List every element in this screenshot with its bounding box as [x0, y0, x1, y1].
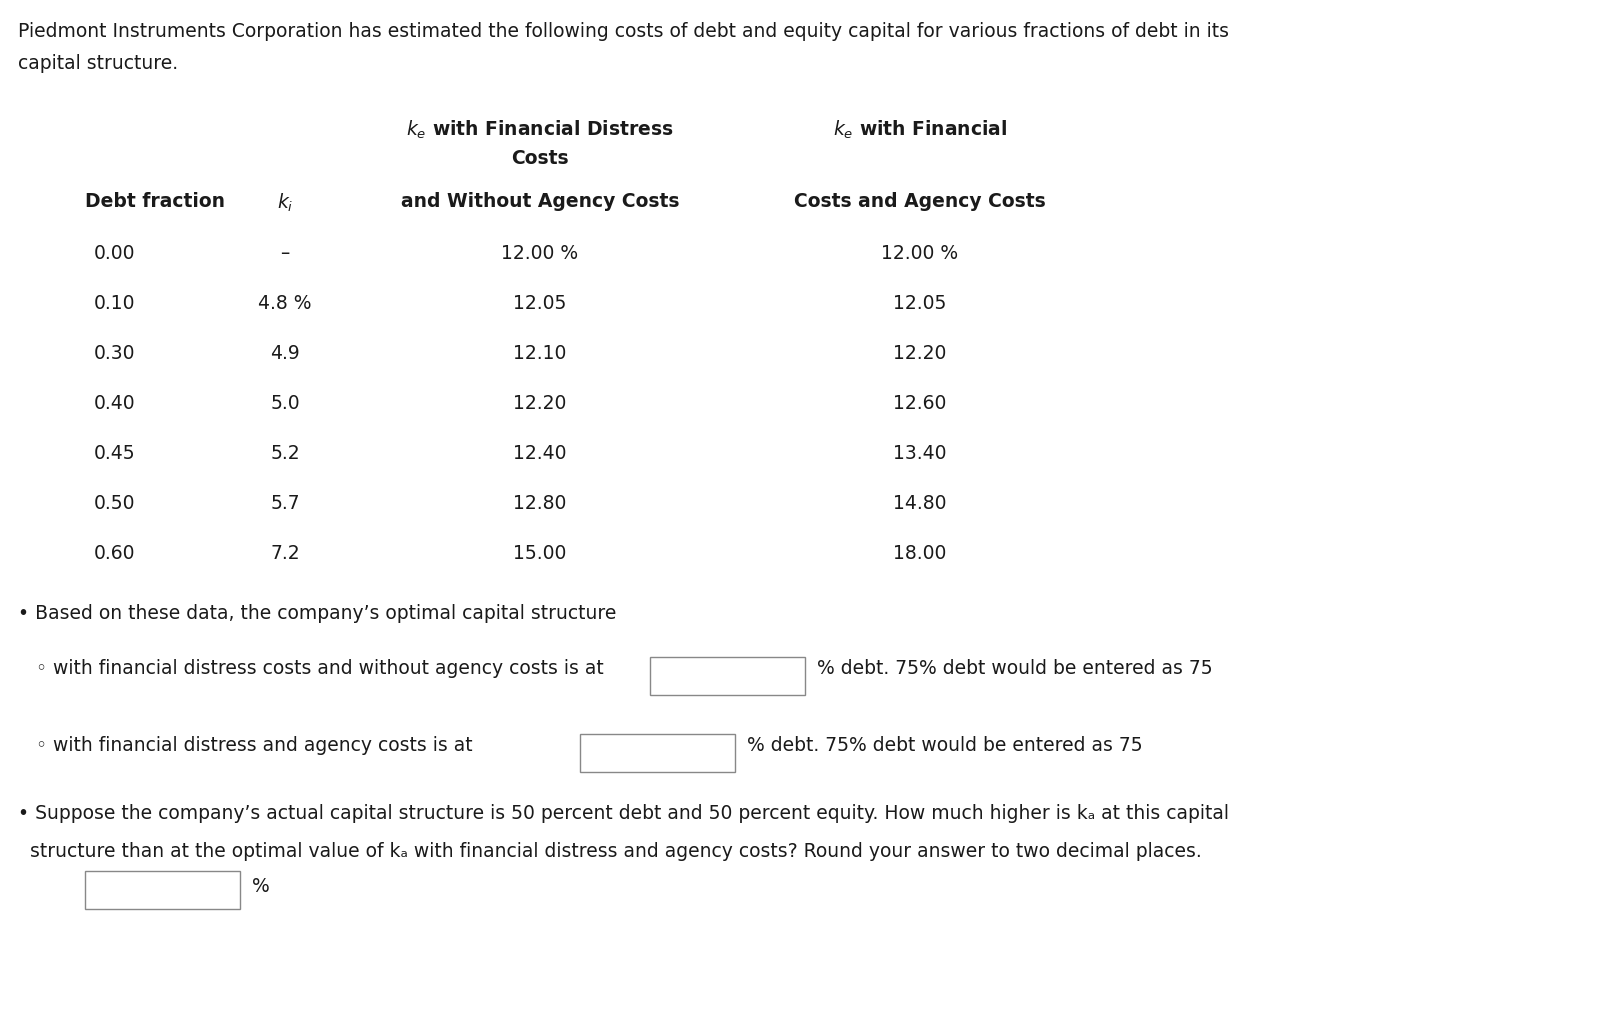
Text: 4.8 %: 4.8 % [259, 294, 312, 313]
Text: • Based on these data, the company’s optimal capital structure: • Based on these data, the company’s opt… [18, 604, 615, 623]
Text: 5.2: 5.2 [270, 444, 299, 463]
Text: $k_e$ with Financial: $k_e$ with Financial [832, 119, 1006, 141]
Text: 0.60: 0.60 [95, 544, 135, 563]
Text: % debt. 75% debt would be entered as 75: % debt. 75% debt would be entered as 75 [816, 659, 1212, 678]
Text: 18.00: 18.00 [893, 544, 947, 563]
Text: 0.40: 0.40 [95, 394, 135, 413]
Text: 12.20: 12.20 [513, 394, 566, 413]
Text: ◦ with financial distress costs and without agency costs is at: ◦ with financial distress costs and with… [18, 659, 603, 678]
Text: structure than at the optimal value of kₐ with financial distress and agency cos: structure than at the optimal value of k… [18, 842, 1200, 861]
Text: % debt. 75% debt would be entered as 75: % debt. 75% debt would be entered as 75 [747, 736, 1143, 755]
Text: 12.00 %: 12.00 % [501, 244, 579, 263]
Text: Debt fraction: Debt fraction [85, 192, 225, 211]
Text: 0.30: 0.30 [95, 344, 135, 363]
Text: 12.80: 12.80 [513, 494, 566, 513]
Text: 4.9: 4.9 [270, 344, 299, 363]
Text: ◦ with financial distress and agency costs is at: ◦ with financial distress and agency cos… [18, 736, 472, 755]
Text: 12.60: 12.60 [893, 394, 947, 413]
Text: • Suppose the company’s actual capital structure is 50 percent debt and 50 perce: • Suppose the company’s actual capital s… [18, 804, 1228, 823]
Text: 5.0: 5.0 [270, 394, 299, 413]
Text: 0.50: 0.50 [95, 494, 135, 513]
Text: capital structure.: capital structure. [18, 54, 178, 73]
Text: Costs and Agency Costs: Costs and Agency Costs [794, 192, 1045, 211]
FancyBboxPatch shape [85, 871, 239, 909]
FancyBboxPatch shape [649, 657, 805, 695]
Text: 0.00: 0.00 [95, 244, 135, 263]
Text: 14.80: 14.80 [893, 494, 947, 513]
Text: 0.10: 0.10 [95, 294, 135, 313]
Text: 7.2: 7.2 [270, 544, 299, 563]
FancyBboxPatch shape [580, 734, 734, 772]
Text: 13.40: 13.40 [893, 444, 947, 463]
Text: %: % [252, 877, 270, 896]
Text: 5.7: 5.7 [270, 494, 299, 513]
Text: Piedmont Instruments Corporation has estimated the following costs of debt and e: Piedmont Instruments Corporation has est… [18, 22, 1228, 41]
Text: 0.45: 0.45 [95, 444, 135, 463]
Text: 12.00 %: 12.00 % [881, 244, 958, 263]
Text: Costs: Costs [511, 149, 569, 168]
Text: –: – [280, 244, 289, 263]
Text: 12.40: 12.40 [513, 444, 566, 463]
Text: and Without Agency Costs: and Without Agency Costs [400, 192, 678, 211]
Text: $k_i$: $k_i$ [276, 192, 292, 214]
Text: 12.05: 12.05 [893, 294, 947, 313]
Text: $k_e$ with Financial Distress: $k_e$ with Financial Distress [407, 119, 673, 141]
Text: 12.05: 12.05 [513, 294, 566, 313]
Text: 15.00: 15.00 [513, 544, 566, 563]
Text: 12.20: 12.20 [893, 344, 947, 363]
Text: 12.10: 12.10 [513, 344, 566, 363]
